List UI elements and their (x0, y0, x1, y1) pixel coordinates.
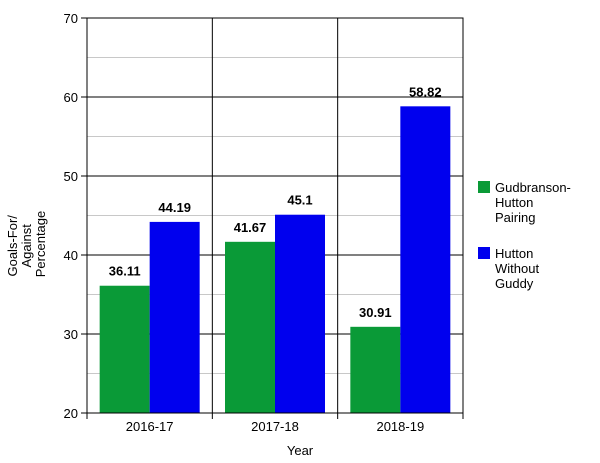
data-label: 44.19 (158, 200, 191, 215)
bar-2-2017-18 (275, 214, 325, 413)
y-axis-title-line-3: Percentage (33, 211, 48, 278)
x-axis-title: Year (287, 443, 314, 458)
bar-1-2016-17 (99, 285, 150, 413)
y-tick-label: 30 (64, 327, 78, 342)
data-label: 41.67 (234, 220, 267, 235)
plot-frame (86, 17, 464, 414)
legend-swatch-1 (478, 181, 490, 193)
x-axis-ticks: 2016-17 2017-18 2018-19 (86, 413, 464, 434)
data-label: 36.11 (109, 264, 141, 279)
y-tick-label: 70 (64, 11, 78, 26)
bars (99, 106, 451, 414)
y-tick-label: 60 (64, 90, 78, 105)
bar-1-2017-18 (225, 241, 275, 413)
legend-label-2: Guddy (495, 276, 534, 291)
legend-swatch-2 (478, 247, 490, 259)
data-labels: 36.11 44.19 41.67 45.1 30.91 58.82 (109, 84, 442, 319)
legend-label-1: Hutton (495, 195, 533, 210)
legend: Gudbranson-HuttonPairingHuttonWithoutGud… (478, 180, 571, 291)
x-tick-label: 2016-17 (126, 419, 174, 434)
bar-2-2018-19 (400, 106, 451, 414)
y-tick-label: 40 (64, 248, 78, 263)
legend-label-1: Gudbranson- (495, 180, 571, 195)
plot-border (86, 17, 464, 414)
legend-label-2: Hutton (495, 246, 533, 261)
y-axis-title: Goals-For/ Against Percentage (5, 211, 48, 278)
y-tick-label: 50 (64, 169, 78, 184)
y-axis-title-line-2: Against (19, 224, 34, 268)
bar-1-2018-19 (350, 326, 401, 413)
y-axis-title-line-1: Goals-For/ (5, 215, 20, 277)
x-tick-label: 2017-18 (251, 419, 299, 434)
x-tick-label: 2018-19 (376, 419, 424, 434)
legend-label-1: Pairing (495, 210, 535, 225)
y-tick-label: 20 (64, 406, 78, 421)
data-label: 30.91 (359, 305, 392, 320)
y-axis-ticks: 20 30 40 50 60 70 (64, 11, 87, 421)
bar-2-2016-17 (149, 221, 200, 413)
data-label: 58.82 (409, 84, 442, 99)
legend-label-2: Without (495, 261, 539, 276)
data-label: 45.1 (287, 193, 312, 208)
